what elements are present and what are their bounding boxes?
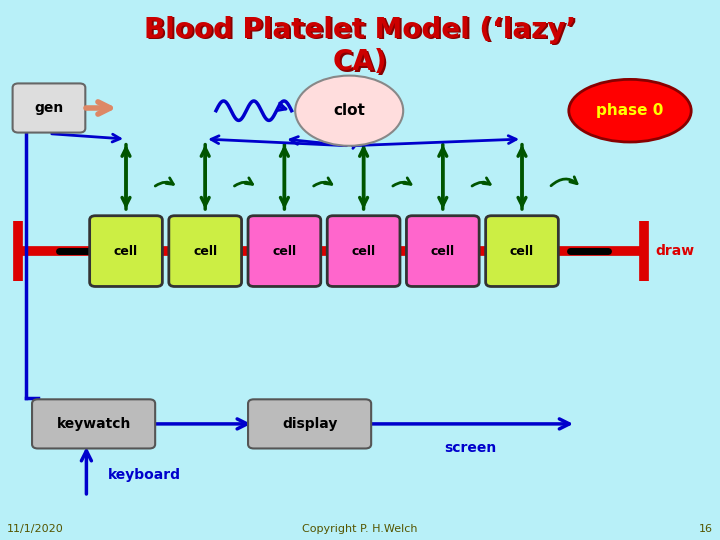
Text: screen: screen xyxy=(444,441,497,455)
Text: Copyright P. H.Welch: Copyright P. H.Welch xyxy=(302,523,418,534)
Text: 11/1/2020: 11/1/2020 xyxy=(7,523,64,534)
FancyBboxPatch shape xyxy=(248,400,372,448)
Text: Blood Platelet Model (‘lazy’: Blood Platelet Model (‘lazy’ xyxy=(146,17,578,45)
Text: keywatch: keywatch xyxy=(56,417,131,431)
Text: gen: gen xyxy=(35,101,63,115)
Text: cell: cell xyxy=(272,245,297,258)
FancyBboxPatch shape xyxy=(168,215,241,286)
Ellipse shape xyxy=(295,76,403,146)
FancyBboxPatch shape xyxy=(13,83,86,132)
Text: draw: draw xyxy=(655,244,694,258)
Text: CA): CA) xyxy=(335,50,390,78)
FancyBboxPatch shape xyxy=(248,215,321,286)
Text: Blood Platelet Model (‘lazy’: Blood Platelet Model (‘lazy’ xyxy=(144,16,576,44)
Text: cell: cell xyxy=(193,245,217,258)
FancyBboxPatch shape xyxy=(32,400,156,448)
Text: cell: cell xyxy=(510,245,534,258)
Text: cell: cell xyxy=(351,245,376,258)
Ellipse shape xyxy=(569,79,691,142)
Text: clot: clot xyxy=(333,103,365,118)
FancyBboxPatch shape xyxy=(89,215,162,286)
Text: keyboard: keyboard xyxy=(108,468,181,482)
Text: phase 0: phase 0 xyxy=(596,103,664,118)
FancyBboxPatch shape xyxy=(327,215,400,286)
Text: 16: 16 xyxy=(699,523,713,534)
Text: cell: cell xyxy=(114,245,138,258)
Text: CA): CA) xyxy=(333,48,387,76)
FancyBboxPatch shape xyxy=(485,215,559,286)
Text: display: display xyxy=(282,417,337,431)
FancyBboxPatch shape xyxy=(406,215,480,286)
Text: cell: cell xyxy=(431,245,455,258)
